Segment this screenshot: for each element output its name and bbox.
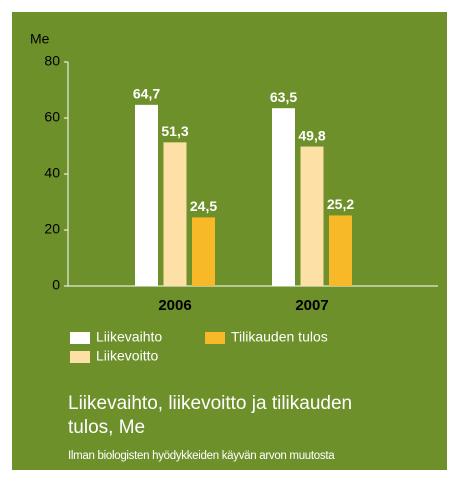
legend-swatch — [70, 351, 90, 363]
legend-label: Tilikauden tulos — [231, 329, 328, 345]
bar — [192, 217, 215, 286]
data-label: 25,2 — [327, 196, 354, 212]
x-tick-label: 2007 — [295, 297, 328, 314]
y-axis-label: Me — [30, 31, 50, 47]
bar — [135, 104, 158, 286]
data-label: 51,3 — [161, 123, 188, 139]
background — [12, 12, 447, 470]
data-label: 63,5 — [270, 89, 297, 105]
legend-swatch — [205, 332, 225, 344]
chart-title: Liikevaihto, liikevoitto ja tilikauden t… — [68, 393, 353, 438]
data-label: 64,7 — [133, 86, 160, 102]
y-tick-label: 0 — [52, 277, 60, 293]
y-tick-label: 20 — [44, 221, 60, 237]
legend-label: Liikevoitto — [96, 348, 158, 364]
bar — [272, 108, 295, 286]
y-tick-label: 40 — [44, 165, 60, 181]
y-tick-label: 80 — [44, 53, 60, 69]
y-tick-label: 60 — [44, 109, 60, 125]
chart-subtitle: Ilman biologisten hyödykkeiden käyvän ar… — [68, 450, 335, 462]
bar — [329, 215, 352, 286]
x-tick-label: 2006 — [158, 297, 191, 314]
data-label: 49,8 — [298, 127, 325, 143]
bar — [300, 146, 324, 286]
data-label: 24,5 — [190, 198, 217, 214]
legend-label: Liikevaihto — [96, 329, 162, 345]
legend-swatch — [70, 332, 90, 344]
bar — [163, 142, 187, 286]
